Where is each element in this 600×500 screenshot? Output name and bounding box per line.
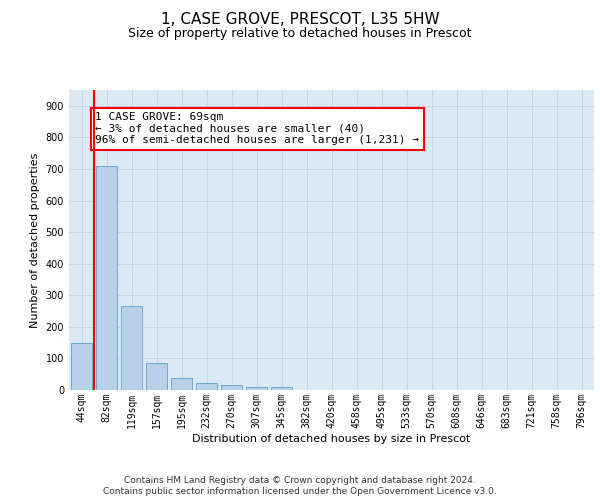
Bar — [171, 378, 192, 390]
Bar — [271, 387, 292, 390]
Bar — [96, 166, 117, 390]
Bar — [146, 363, 167, 390]
Text: Size of property relative to detached houses in Prescot: Size of property relative to detached ho… — [128, 28, 472, 40]
Bar — [196, 383, 217, 390]
Bar — [246, 387, 267, 390]
Text: Contains public sector information licensed under the Open Government Licence v3: Contains public sector information licen… — [103, 487, 497, 496]
Y-axis label: Number of detached properties: Number of detached properties — [30, 152, 40, 328]
Bar — [121, 306, 142, 390]
Bar — [221, 386, 242, 390]
Text: 1, CASE GROVE, PRESCOT, L35 5HW: 1, CASE GROVE, PRESCOT, L35 5HW — [161, 12, 439, 28]
Text: Contains HM Land Registry data © Crown copyright and database right 2024.: Contains HM Land Registry data © Crown c… — [124, 476, 476, 485]
Text: 1 CASE GROVE: 69sqm
← 3% of detached houses are smaller (40)
96% of semi-detache: 1 CASE GROVE: 69sqm ← 3% of detached hou… — [95, 112, 419, 146]
X-axis label: Distribution of detached houses by size in Prescot: Distribution of detached houses by size … — [193, 434, 470, 444]
Bar — [71, 342, 92, 390]
